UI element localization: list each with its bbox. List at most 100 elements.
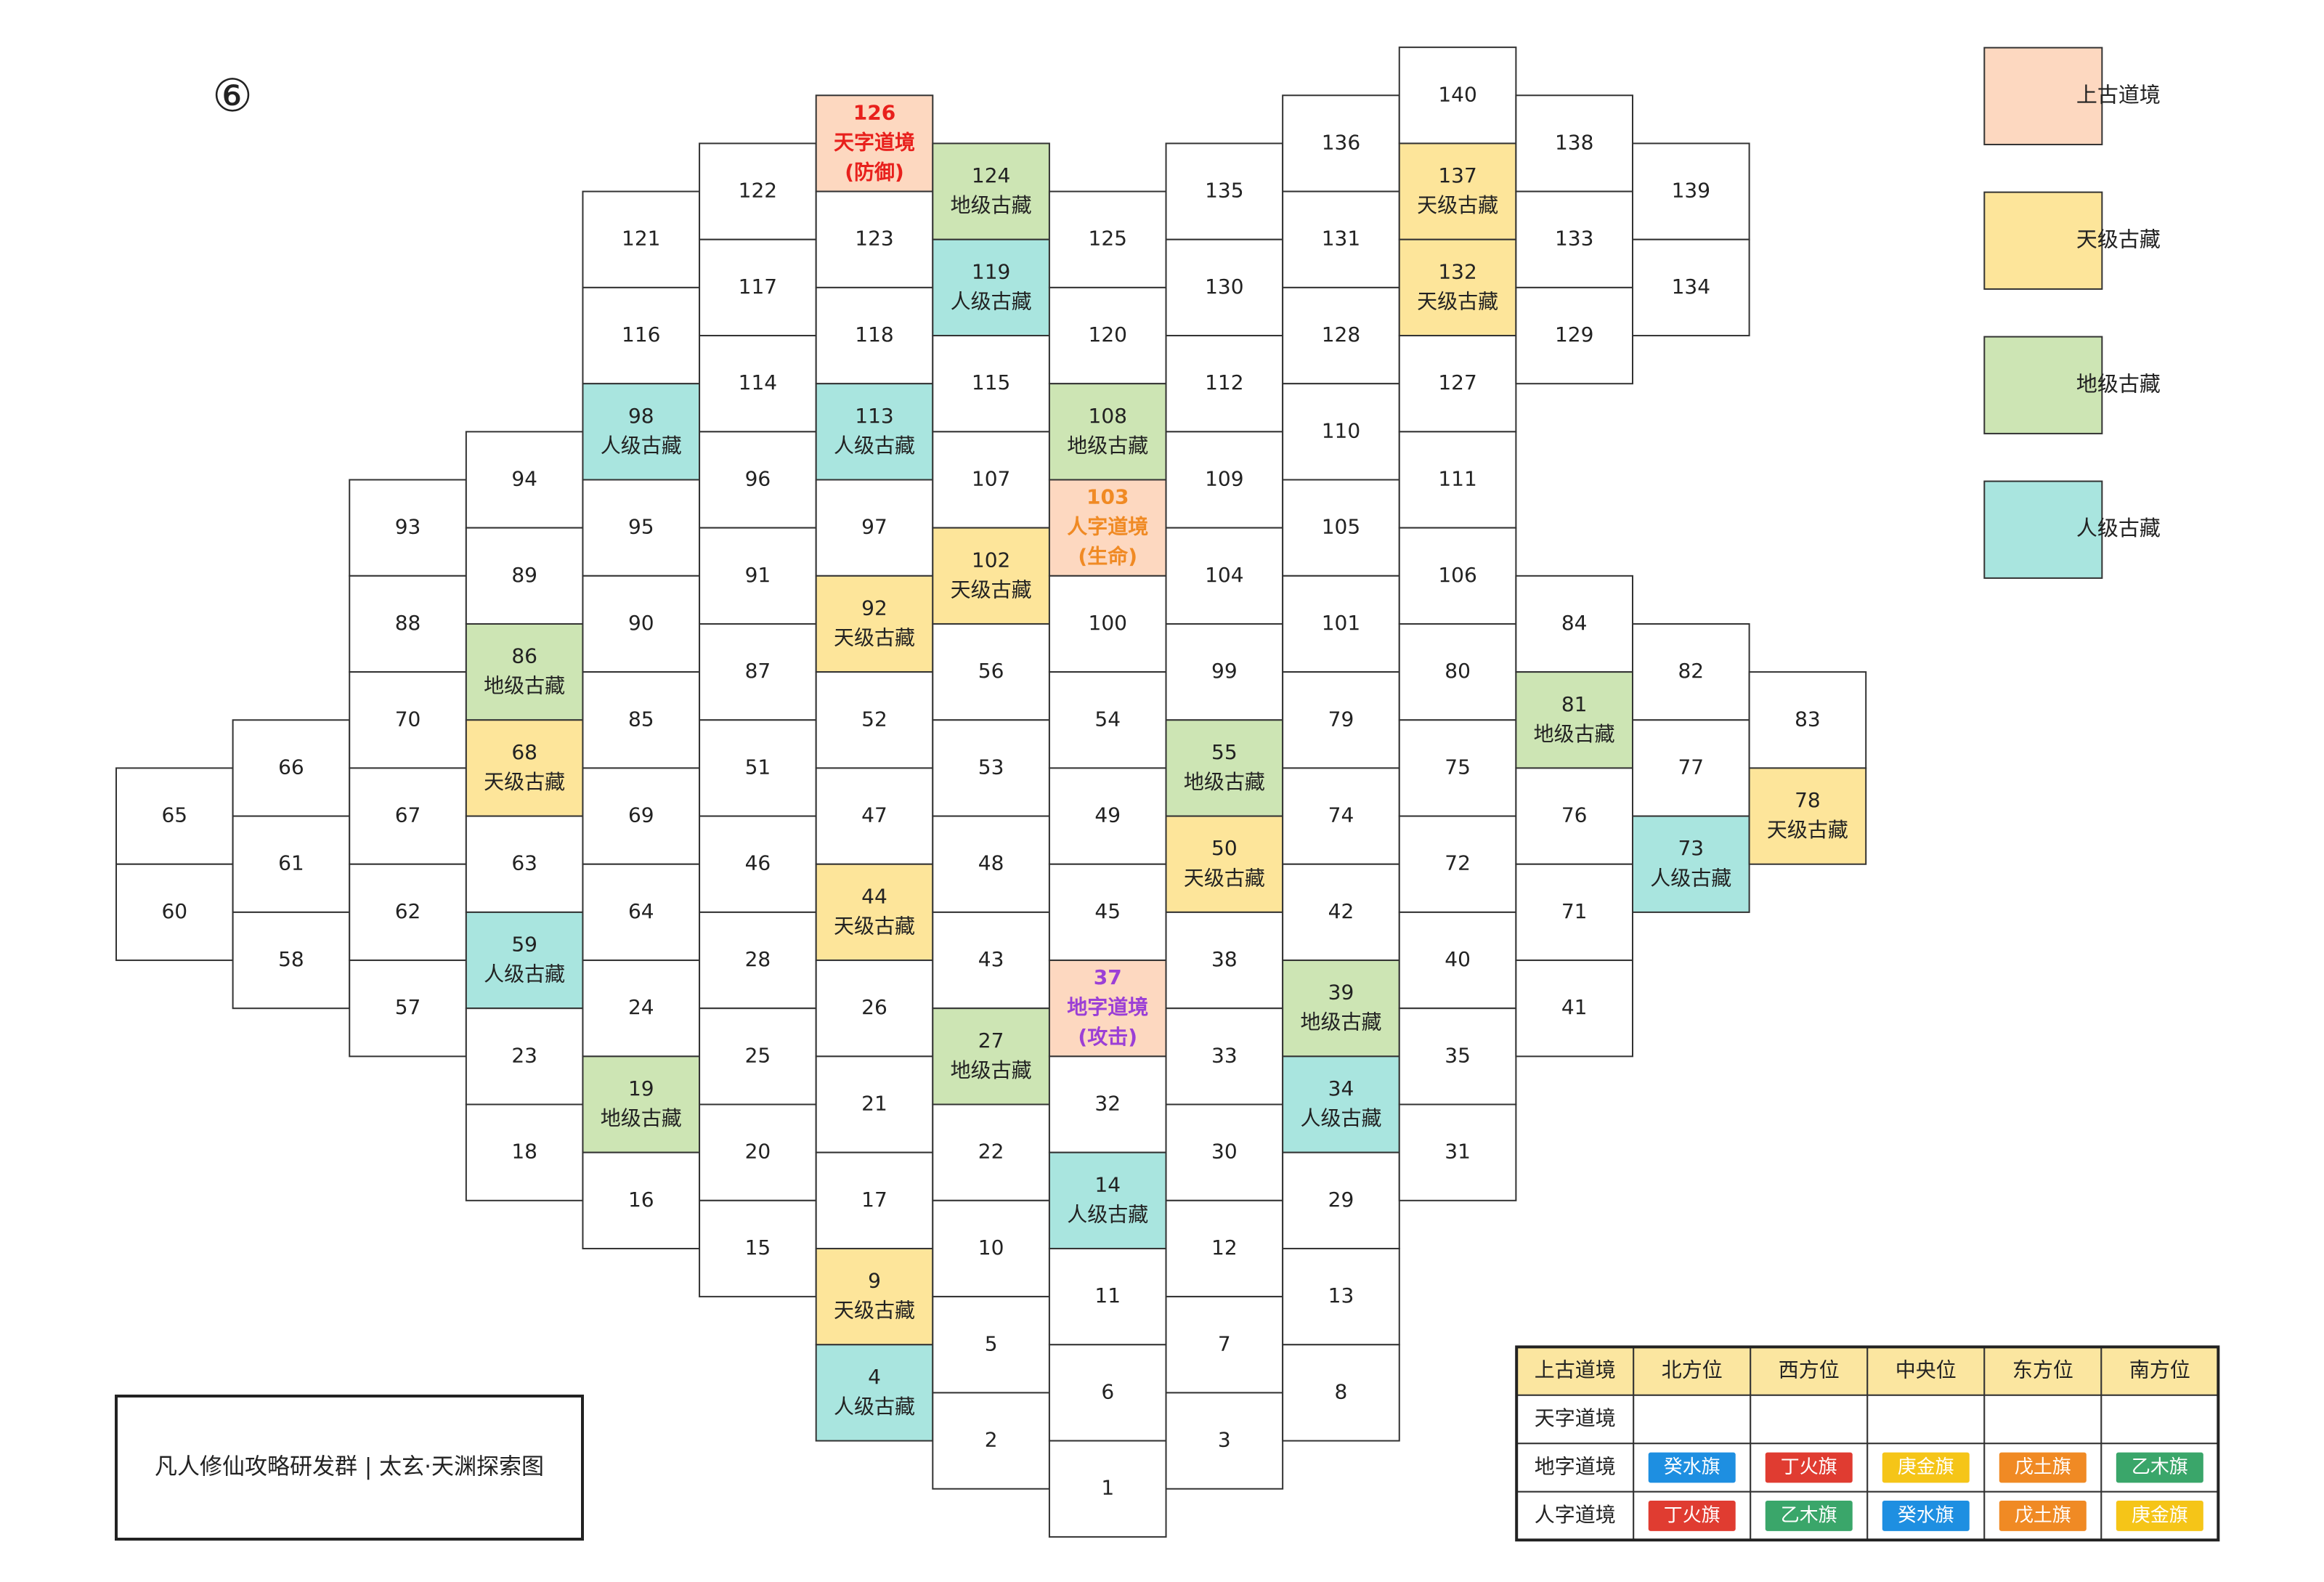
- flag-chip: [2116, 1452, 2203, 1483]
- cell-number: 31: [1445, 1140, 1471, 1164]
- cell-label: 天级古藏: [1767, 818, 1848, 842]
- cell-number: 129: [1555, 323, 1593, 346]
- cell: [349, 575, 467, 673]
- table-header: 南方位: [2129, 1358, 2190, 1382]
- cell: [699, 1103, 817, 1201]
- cell-number: 86: [511, 644, 537, 668]
- cell: [1282, 671, 1400, 769]
- cell-number: 118: [855, 323, 893, 346]
- cell-number: 138: [1555, 130, 1593, 154]
- cell-number: 59: [511, 933, 537, 957]
- cell-number: 46: [745, 851, 771, 875]
- cell-number: 15: [745, 1236, 771, 1259]
- cell: [465, 527, 584, 625]
- cell: [1282, 1055, 1400, 1153]
- cell-number: 1: [1101, 1476, 1114, 1500]
- cell-number: 136: [1322, 130, 1360, 154]
- cell-label: 人级古藏: [1300, 1106, 1381, 1130]
- cell: [932, 238, 1050, 337]
- cell-number: 125: [1089, 227, 1127, 251]
- cell: [1048, 383, 1167, 481]
- cell: [1515, 94, 1633, 192]
- cell-label: 人级古藏: [1067, 1202, 1148, 1226]
- cell: [1282, 1247, 1400, 1346]
- cell: [815, 94, 934, 192]
- cell-number: 55: [1211, 740, 1238, 764]
- cell-effect: (攻击): [1078, 1025, 1137, 1049]
- cell-number: 10: [978, 1236, 1004, 1259]
- cell: [1165, 622, 1284, 721]
- cell: [699, 1199, 817, 1298]
- cell-label: 地级古藏: [951, 1058, 1032, 1082]
- legend-swatch: [1983, 336, 2103, 434]
- cell-number: 101: [1322, 611, 1360, 635]
- cell-number: 106: [1438, 563, 1476, 587]
- cell-number: 20: [745, 1140, 771, 1164]
- table-row-label: 地字道境: [1535, 1455, 1616, 1479]
- cell: [582, 960, 701, 1058]
- cell: [465, 1007, 584, 1106]
- flag-text: 癸水旗: [1898, 1504, 1954, 1526]
- cell: [1398, 238, 1517, 337]
- cell-number: 26: [861, 995, 887, 1019]
- cell-label: 人级古藏: [601, 434, 682, 458]
- table-row-head: [1516, 1443, 1635, 1493]
- cell-number: 56: [978, 659, 1004, 683]
- cell-number: 79: [1328, 707, 1354, 731]
- cell-number: 9: [868, 1269, 881, 1293]
- cell: [1398, 622, 1517, 721]
- cell: [1282, 383, 1400, 481]
- cell-number: 116: [622, 323, 660, 346]
- cell: [1048, 1344, 1167, 1442]
- cell-number: 40: [1445, 947, 1471, 971]
- table-cell: [2100, 1394, 2219, 1445]
- legend-swatch: [1983, 191, 2103, 290]
- flag-chip: [1882, 1501, 1970, 1531]
- cell-number: 85: [628, 707, 654, 731]
- cell: [1048, 1440, 1167, 1538]
- cell-number: 11: [1094, 1283, 1121, 1307]
- cell-number: 89: [511, 563, 537, 587]
- cell-label: 天级古藏: [1417, 193, 1498, 217]
- cell-number: 39: [1328, 981, 1354, 1005]
- cell-number: 114: [739, 370, 777, 394]
- cell-number: 74: [1328, 803, 1354, 827]
- cell-number: 28: [745, 947, 771, 971]
- cell-number: 80: [1445, 659, 1471, 683]
- table-row-label: 天字道境: [1535, 1406, 1616, 1430]
- cell: [699, 142, 817, 240]
- cell: [1748, 671, 1867, 769]
- cell-number: 139: [1672, 179, 1710, 203]
- cell-number: 91: [745, 563, 771, 587]
- cell: [1165, 527, 1284, 625]
- table-header-cell: [1750, 1346, 1869, 1396]
- cell: [582, 383, 701, 481]
- cell-number: 14: [1094, 1172, 1121, 1196]
- cell: [1398, 46, 1517, 145]
- cell-number: 4: [868, 1365, 881, 1389]
- cell-number: 73: [1678, 836, 1704, 860]
- cell-number: 98: [628, 404, 654, 428]
- cell: [1165, 1103, 1284, 1201]
- cell-number: 17: [861, 1188, 887, 1212]
- cell: [932, 1199, 1050, 1298]
- cell-number: 120: [1089, 323, 1127, 346]
- table-cell: [1983, 1394, 2102, 1445]
- cell-number: 96: [745, 467, 771, 491]
- legend-label: 上古道境: [2076, 82, 2161, 107]
- cell-label: 人级古藏: [834, 1395, 915, 1419]
- cell-number: 122: [739, 179, 777, 203]
- table-row-head: [1516, 1490, 1635, 1541]
- table-header-cell: [1516, 1346, 1635, 1396]
- cell-number: 87: [745, 659, 771, 683]
- cell-number: 97: [861, 515, 887, 539]
- cell: [582, 190, 701, 288]
- cell-number: 84: [1561, 611, 1588, 635]
- cell: [1632, 142, 1750, 240]
- cell: [815, 960, 934, 1058]
- cell-number: 49: [1094, 803, 1121, 827]
- cell: [465, 622, 584, 721]
- table-cell: [1633, 1394, 1752, 1445]
- cell-label: 地级古藏: [951, 193, 1032, 217]
- cell-label: 天字道境: [834, 130, 915, 154]
